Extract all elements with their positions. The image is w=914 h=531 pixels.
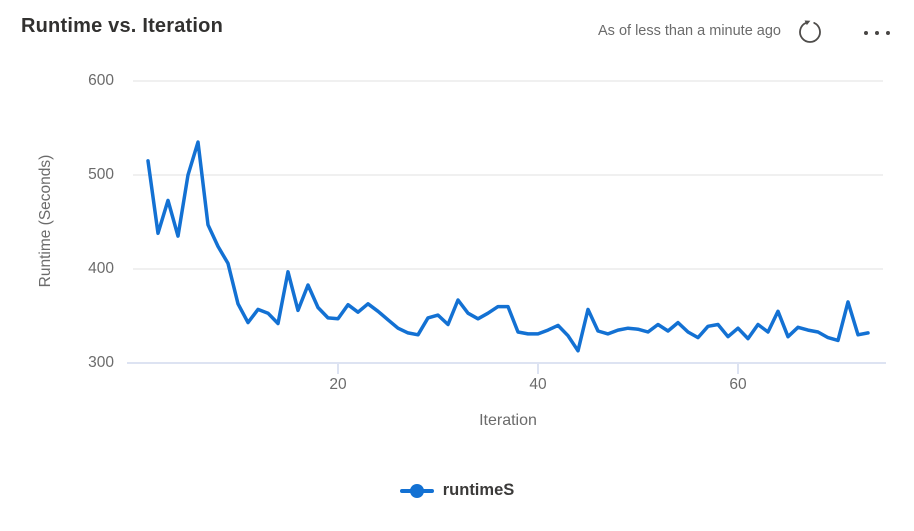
more-options-icon	[864, 31, 868, 35]
gridline-400	[133, 268, 883, 270]
x-tick-label: 20	[329, 376, 347, 393]
x-tick-label: 60	[729, 376, 747, 393]
page-title: Runtime vs. Iteration	[21, 15, 224, 37]
y-tick-label: 600	[88, 72, 114, 89]
y-tick-label: 300	[88, 354, 114, 371]
x-tick-mark	[537, 364, 539, 374]
refresh-icon	[797, 19, 823, 48]
legend-marker-icon	[399, 483, 434, 498]
x-tick-mark	[737, 364, 739, 374]
x-axis-line	[127, 362, 886, 364]
legend-label: runtimeS	[442, 481, 515, 499]
as-of-timestamp: As of less than a minute ago	[598, 23, 781, 39]
x-tick-label: 40	[529, 376, 547, 393]
gridline-600	[133, 80, 883, 82]
gridline-500	[133, 174, 883, 176]
y-tick-label: 400	[88, 260, 114, 277]
refresh-button[interactable]	[796, 19, 824, 47]
more-options-button[interactable]	[858, 22, 896, 44]
y-tick-label: 500	[88, 166, 114, 183]
x-axis-title: Iteration	[479, 412, 537, 429]
series-line-runtimes	[146, 140, 870, 353]
x-tick-mark	[337, 364, 339, 374]
legend-item-runtimes[interactable]: runtimeS	[399, 481, 515, 500]
legend: runtimeS	[0, 481, 914, 500]
